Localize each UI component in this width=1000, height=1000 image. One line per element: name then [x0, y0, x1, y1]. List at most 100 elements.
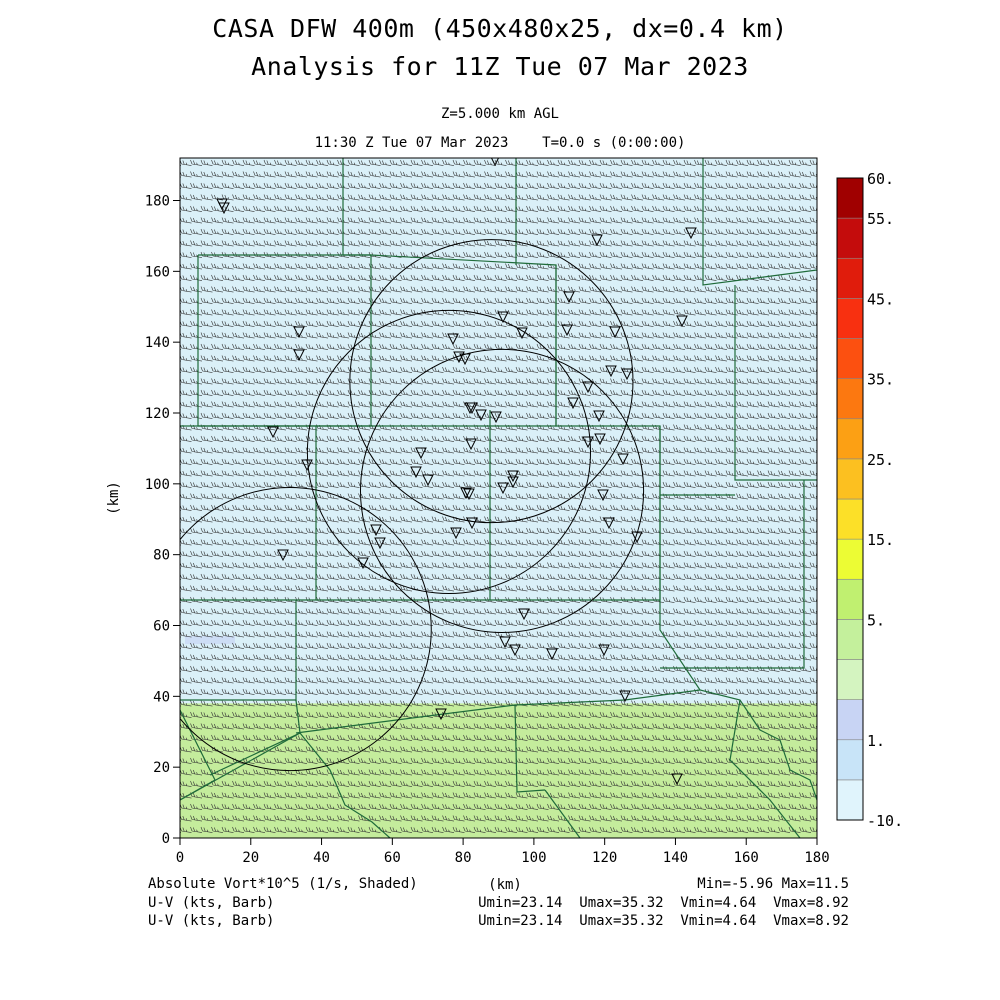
radar-range-rings [180, 239, 645, 772]
county-border [659, 600, 817, 801]
station-marker [370, 524, 382, 537]
station-marker [582, 436, 594, 449]
colorbar-label: -10. [867, 812, 903, 830]
county-border [514, 704, 546, 793]
station-marker [499, 636, 511, 649]
time-label: 11:30 Z Tue 07 Mar 2023 T=0.0 s (0:00:00… [314, 135, 686, 151]
station-marker [671, 773, 683, 786]
station-marker [463, 488, 475, 501]
county-border [544, 789, 581, 838]
station-marker [594, 433, 606, 446]
station-marker [357, 557, 369, 570]
station-marker [490, 411, 502, 424]
barb-stats-2: Umin=23.14 Umax=35.32 Vmin=4.64 Vmax=8.9… [478, 913, 849, 929]
station-marker [619, 690, 631, 703]
y-tick-label: 160 [145, 264, 170, 280]
colorbar-segment [836, 659, 864, 700]
station-marker [546, 648, 558, 661]
station-marker [582, 381, 594, 394]
colorbar-segment [836, 217, 864, 259]
colorbar: 60. 55. 45. 35. 25. 15. 5. 1. -10. [836, 170, 903, 830]
station-marker [447, 333, 459, 346]
station-marker [450, 527, 462, 540]
station-marker [603, 517, 615, 530]
station-marker [567, 397, 579, 410]
x-tick-label: 80 [455, 850, 472, 866]
station-marker [497, 482, 509, 495]
county-borders [180, 158, 817, 838]
colorbar-label: 60. [867, 170, 894, 188]
colorbar-segment [836, 779, 864, 821]
field-patch [185, 636, 235, 645]
colorbar-label: 35. [867, 371, 894, 389]
station-marker [516, 327, 528, 340]
x-tick-label: 140 [663, 850, 688, 866]
barb-label-2: U-V (kts, Barb) [148, 913, 275, 929]
y-axis: 0 20 40 60 80 100 120 140 160 180 [145, 194, 180, 847]
radar-ring [359, 348, 645, 633]
y-tick-label: 0 [162, 831, 170, 847]
station-marker [435, 708, 447, 721]
county-border [734, 285, 817, 481]
colorbar-segment [836, 538, 864, 580]
station-marker [490, 158, 500, 167]
station-marker [593, 410, 605, 423]
station-marker [466, 517, 478, 530]
x-tick-label: 60 [384, 850, 401, 866]
colorbar-segment [836, 458, 864, 500]
colorbar-segment [836, 619, 864, 660]
y-tick-label: 180 [145, 194, 170, 210]
radar-ring [180, 487, 432, 772]
colorbar-segment [836, 739, 864, 781]
plot-title: CASA DFW 400m (450x480x25, dx=0.4 km) [212, 14, 788, 43]
colorbar-segment [836, 418, 864, 460]
colorbar-segment [836, 378, 864, 420]
y-tick-label: 100 [145, 477, 170, 493]
station-marker [301, 459, 313, 472]
station-marker [676, 315, 688, 328]
station-marker [561, 324, 573, 337]
x-tick-label: 160 [734, 850, 759, 866]
station-marker [374, 537, 386, 550]
county-border [702, 158, 817, 286]
colorbar-frame [836, 177, 864, 821]
station-marker [509, 644, 521, 657]
station-marker [507, 476, 519, 489]
station-marker [475, 409, 487, 422]
colorbar-segment [836, 338, 864, 379]
y-axis-label: (km) [106, 481, 122, 515]
wind-barb-grid [180, 159, 817, 833]
station-marker [591, 234, 603, 247]
station-marker [459, 353, 471, 366]
colorbar-label: 1. [867, 732, 885, 750]
county-border [180, 425, 317, 601]
station-marker [605, 365, 617, 378]
colorbar-segment [836, 298, 864, 339]
field-label: Absolute Vort*10^5 (1/s, Shaded) [148, 876, 418, 892]
station-marker [563, 291, 575, 304]
x-axis-label: (km) [488, 877, 522, 893]
station-marker [497, 311, 509, 324]
x-tick-label: 40 [313, 850, 330, 866]
x-tick-label: 180 [804, 850, 829, 866]
radar-ring [306, 309, 592, 595]
station-marker [621, 368, 633, 381]
y-tick-label: 60 [153, 619, 170, 635]
station-marker [422, 474, 434, 487]
y-tick-label: 120 [145, 406, 170, 422]
colorbar-label: 45. [867, 290, 894, 308]
plot-frame [179, 157, 818, 839]
county-border [729, 699, 801, 838]
colorbar-segment [836, 699, 864, 741]
station-marker [293, 349, 305, 362]
y-tick-label: 140 [145, 335, 170, 351]
x-tick-label: 120 [592, 850, 617, 866]
station-marker [507, 470, 519, 483]
station-marker [617, 453, 629, 466]
x-tick-label: 20 [242, 850, 259, 866]
station-marker [518, 608, 530, 621]
colorbar-label: 15. [867, 531, 894, 549]
colorbar-segment [836, 177, 864, 219]
station-marker [598, 644, 610, 657]
x-tick-label: 0 [176, 850, 184, 866]
